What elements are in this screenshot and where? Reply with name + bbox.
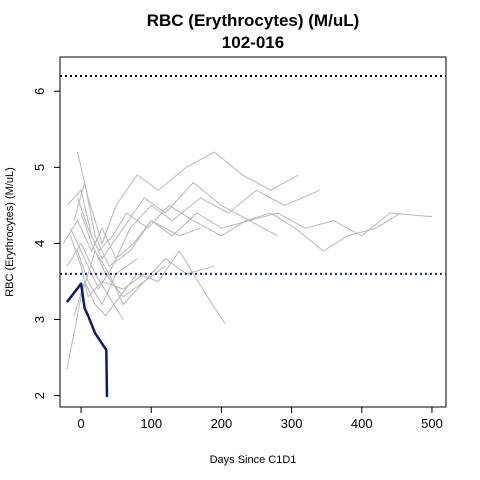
x-tick-label: 400 bbox=[351, 416, 373, 431]
x-tick-label: 0 bbox=[77, 416, 84, 431]
reference-lines-group bbox=[60, 75, 446, 275]
background-series-group bbox=[63, 151, 433, 370]
background-series-line-8 bbox=[77, 197, 401, 252]
y-axis-label: RBC (Erythrocytes) (M/uL) bbox=[4, 167, 16, 297]
chart-subtitle: 102-016 bbox=[222, 33, 284, 52]
y-tick-label: 5 bbox=[32, 164, 47, 171]
background-series-line-10 bbox=[73, 182, 201, 267]
y-axis: 2 3 4 5 6 bbox=[32, 88, 61, 399]
plot-frame bbox=[59, 56, 447, 408]
chart-title: RBC (Erythrocytes) (M/uL) bbox=[147, 11, 360, 30]
background-series-line-11 bbox=[77, 250, 138, 306]
highlight-series-line bbox=[66, 282, 109, 398]
y-tick-label: 3 bbox=[32, 316, 47, 323]
background-series-line-6 bbox=[63, 212, 278, 260]
x-tick-label: 300 bbox=[281, 416, 303, 431]
background-series-line-4 bbox=[66, 249, 215, 370]
x-tick-label: 500 bbox=[421, 416, 443, 431]
x-tick-label: 200 bbox=[211, 416, 233, 431]
x-axis: 0 100 200 300 400 500 bbox=[77, 406, 443, 431]
y-tick-label: 4 bbox=[32, 240, 47, 247]
x-tick-label: 100 bbox=[140, 416, 162, 431]
y-tick-label: 6 bbox=[32, 88, 47, 95]
background-series-line-12 bbox=[80, 212, 166, 298]
y-tick-label: 2 bbox=[32, 392, 47, 399]
x-axis-label: Days Since C1D1 bbox=[210, 454, 297, 466]
background-series-line-2 bbox=[77, 151, 299, 245]
background-series-line-7 bbox=[70, 235, 145, 298]
highlight-series-group bbox=[66, 282, 109, 398]
